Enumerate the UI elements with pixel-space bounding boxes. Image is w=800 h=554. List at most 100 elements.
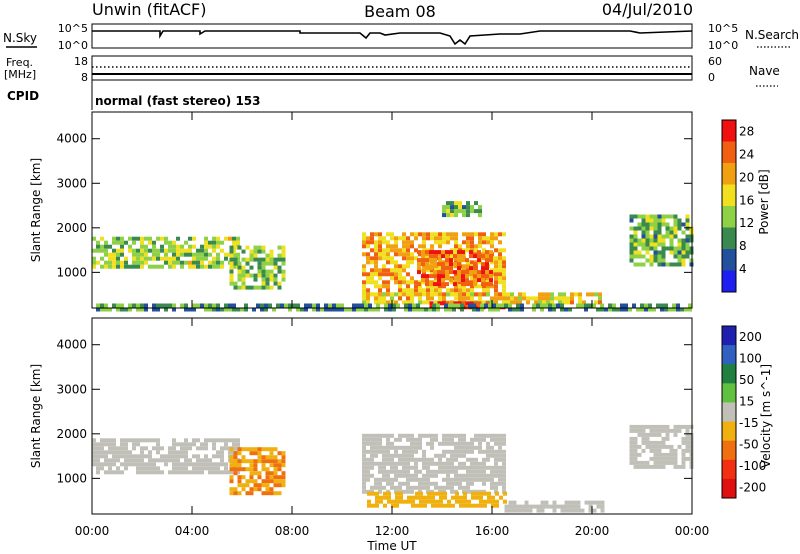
velocity-region-2-cell	[406, 481, 410, 486]
power-region-8-cell	[292, 303, 296, 308]
power-region-4-cell	[506, 296, 510, 301]
velocity-region-1-cell	[237, 447, 242, 452]
velocity-region-2-cell	[386, 449, 390, 454]
velocity-region-2-cell	[458, 477, 462, 482]
power-region-2-cell	[370, 236, 374, 241]
power-region-8-cell	[136, 307, 140, 312]
power-region-8-cell	[688, 307, 692, 312]
velocity-region-4-cell	[520, 504, 525, 509]
power-region-0-cell	[192, 244, 196, 249]
power-colorbar-segment	[722, 206, 736, 228]
velocity-region-4-cell	[576, 504, 581, 509]
power-region-4-cell	[486, 292, 490, 297]
power-region-2-cell	[422, 232, 426, 237]
power-region-7-cell	[677, 218, 682, 223]
velocity-region-0-cell	[196, 462, 200, 467]
velocity-region-0-cell	[180, 470, 184, 475]
power-region-2-cell	[438, 264, 442, 269]
velocity-region-2-cell	[442, 477, 446, 482]
power-region-2-cell	[446, 236, 450, 241]
velocity-region-2-cell	[442, 465, 446, 470]
velocity-region-2-cell	[370, 465, 374, 470]
power-region-7-cell	[645, 222, 650, 227]
velocity-region-0-cell	[132, 462, 136, 467]
power-region-3-cell	[433, 274, 437, 279]
velocity-region-5-cell	[665, 428, 670, 433]
velocity-region-2-cell	[370, 449, 374, 454]
power-region-8-cell	[516, 303, 520, 308]
power-region-8-cell	[276, 303, 280, 308]
velocity-region-2-cell	[474, 477, 478, 482]
velocity-region-2-cell	[466, 469, 470, 474]
power-region-1-cell	[245, 269, 250, 274]
power-region-2-cell	[422, 240, 426, 245]
velocity-region-2-cell	[362, 473, 366, 478]
power-region-1-cell	[237, 261, 242, 266]
power-region-1-cell	[277, 257, 282, 262]
velocity-region-2-cell	[446, 465, 450, 470]
power-region-2-cell	[470, 244, 474, 249]
velocity-region-5-cell	[645, 464, 650, 469]
power-region-3-cell	[457, 274, 461, 279]
velocity-region-0-cell	[196, 446, 200, 451]
velocity-region-2-cell	[442, 485, 446, 490]
power-region-0-cell	[120, 240, 124, 245]
power-region-1-cell	[269, 253, 274, 258]
velocity-region-1-cell	[249, 447, 254, 452]
velocity-region-2-cell	[402, 457, 406, 462]
power-region-8-cell	[308, 303, 312, 308]
velocity-region-2-cell	[410, 457, 414, 462]
power-region-0-cell	[192, 264, 196, 269]
velocity-colorbar-segment	[722, 364, 736, 384]
power-region-4-cell	[382, 292, 386, 297]
velocity-region-0-cell	[204, 462, 208, 467]
power-region-0-cell	[136, 236, 140, 241]
velocity-region-5-cell	[685, 456, 690, 461]
power-region-0-cell	[180, 252, 184, 257]
power-region-7-cell	[661, 246, 666, 251]
velocity-region-3-cell	[375, 499, 379, 504]
power-region-0-cell	[128, 244, 132, 249]
power-region-2-cell	[466, 244, 470, 249]
velocity-region-0-cell	[148, 470, 152, 475]
velocity-region-2-cell	[366, 473, 370, 478]
power-region-7-cell	[657, 254, 662, 259]
velocity-colorbar-tick: 50	[739, 373, 754, 387]
power-region-4-cell	[478, 296, 482, 301]
x-tick-label: 16:00	[475, 524, 510, 538]
velocity-region-2-cell	[394, 473, 398, 478]
nsky-trace	[92, 30, 693, 46]
velocity-region-5-cell	[685, 436, 690, 441]
velocity-region-2-cell	[490, 485, 494, 490]
power-region-8-cell	[460, 307, 464, 312]
velocity-region-5-cell	[653, 464, 658, 469]
power-region-1-cell	[277, 245, 282, 250]
power-region-2-cell	[394, 280, 398, 285]
velocity-region-2-cell	[422, 473, 426, 478]
power-region-1-cell	[277, 269, 282, 274]
power-region-6-cell	[442, 209, 446, 214]
power-region-3-cell	[437, 270, 441, 275]
velocity-region-5-cell	[645, 424, 650, 429]
velocity-region-5-cell	[661, 456, 666, 461]
velocity-region-1-cell	[253, 463, 258, 468]
power-colorbar-tick: 8	[739, 239, 747, 253]
velocity-region-0-cell	[136, 454, 140, 459]
velocity-region-3-cell	[379, 499, 383, 504]
power-region-3-cell	[445, 274, 449, 279]
power-region-2-cell	[458, 288, 462, 293]
power-region-4-cell	[410, 296, 414, 301]
velocity-region-3-cell	[419, 499, 423, 504]
power-region-0-cell	[136, 256, 140, 261]
power-region-0-cell	[92, 248, 96, 253]
power-region-1-cell	[229, 257, 234, 262]
power-region-7-cell	[681, 262, 686, 267]
velocity-region-3-cell	[491, 495, 495, 500]
power-region-7-cell	[661, 262, 666, 267]
power-region-0-cell	[220, 248, 224, 253]
power-region-4-cell	[374, 292, 378, 297]
velocity-region-1-cell	[281, 451, 286, 456]
velocity-region-1-cell	[257, 483, 262, 488]
power-region-3-cell	[489, 254, 493, 259]
power-region-2-cell	[386, 248, 390, 253]
